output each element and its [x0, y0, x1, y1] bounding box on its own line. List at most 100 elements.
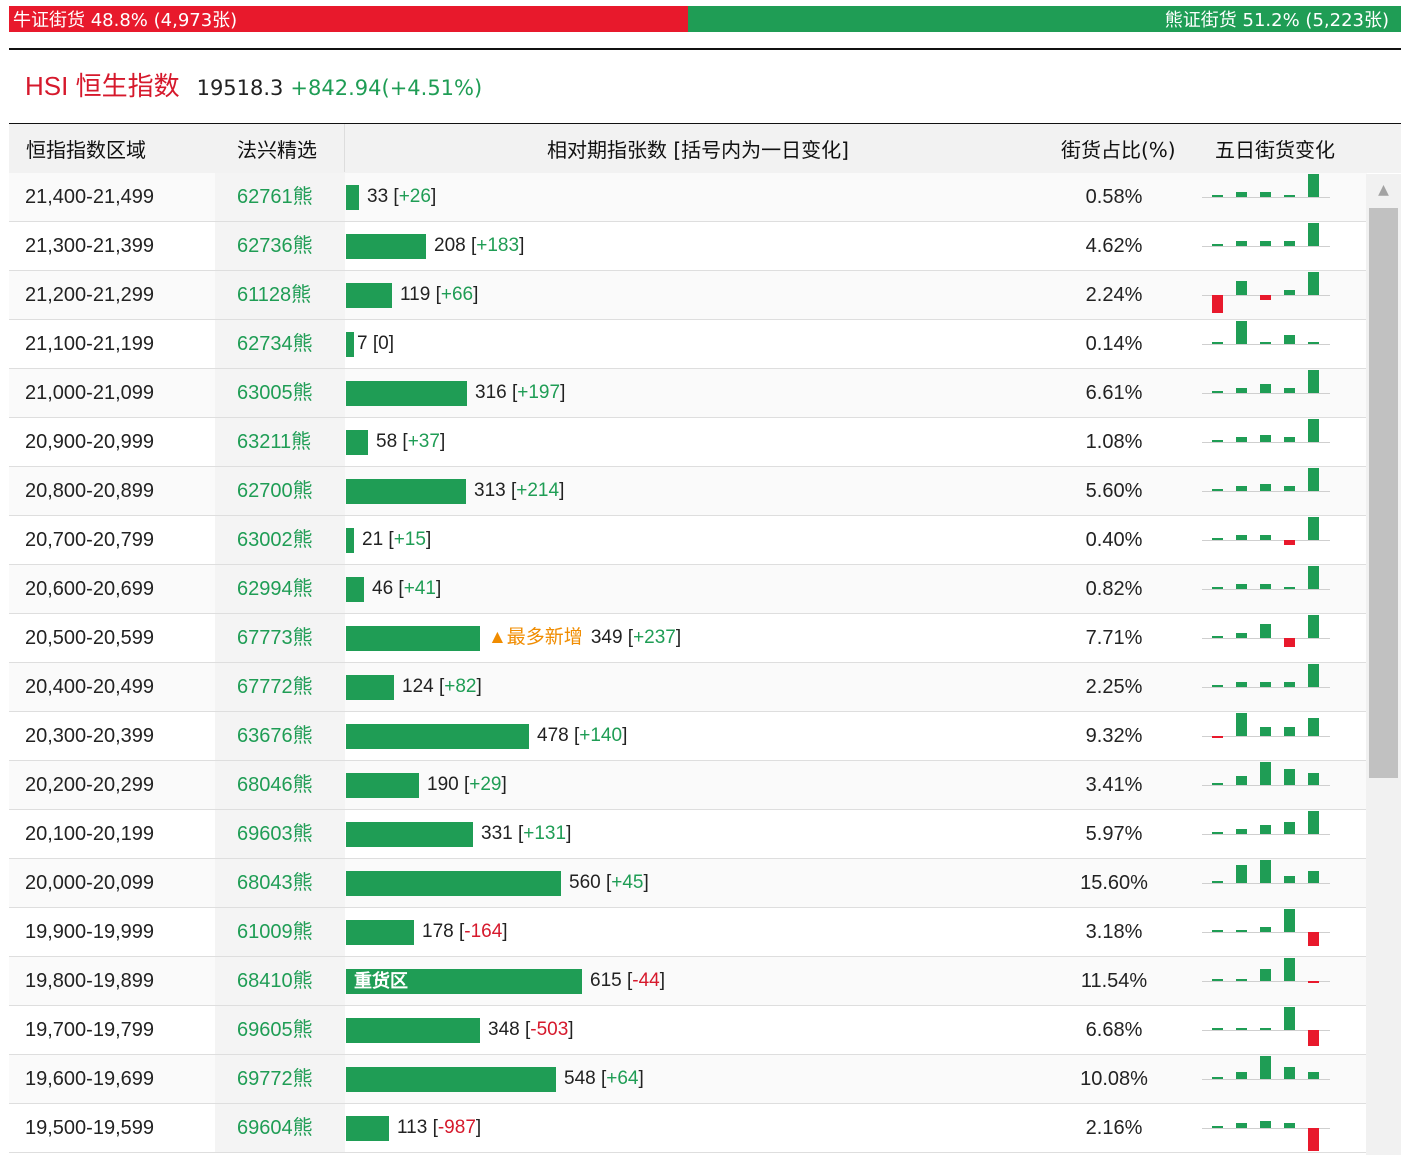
five-day-bar [1260, 484, 1271, 491]
pick-link[interactable]: 68046熊 [237, 774, 313, 796]
pick-link[interactable]: 69603熊 [237, 823, 313, 845]
pick-cell[interactable]: 69772熊 [215, 1055, 345, 1103]
pick-cell[interactable]: 62700熊 [215, 467, 345, 515]
index-name: HSI 恒生指数 [25, 71, 180, 101]
pick-link[interactable]: 68410熊 [237, 970, 313, 992]
pick-cell[interactable]: 69605熊 [215, 1006, 345, 1054]
five-day-bar [1284, 241, 1295, 246]
pick-cell[interactable]: 68043熊 [215, 859, 345, 907]
five-day-bar [1308, 566, 1319, 589]
quantity-bar [346, 920, 414, 945]
pick-link[interactable]: 63005熊 [237, 382, 313, 404]
share-pct: 10.08% [1080, 1068, 1148, 1090]
pick-cell[interactable]: 62994熊 [215, 565, 345, 613]
range-cell: 19,800-19,899 [25, 970, 155, 992]
pick-cell[interactable]: 63005熊 [215, 369, 345, 417]
pick-link[interactable]: 62761熊 [237, 186, 313, 208]
quantity-bar [346, 234, 426, 259]
pick-cell[interactable]: 62761熊 [215, 173, 345, 221]
pick-cell[interactable]: 67773熊 [215, 614, 345, 662]
pick-link[interactable]: 62734熊 [237, 333, 313, 355]
daily-change: -164 [464, 921, 503, 942]
range-cell: 20,800-20,899 [25, 480, 155, 502]
five-day-chart [1202, 516, 1330, 564]
bear-ratio-segment: 熊证街货 51.2% (5,223张) [688, 6, 1401, 32]
pick-link[interactable]: 67772熊 [237, 676, 313, 698]
pick-link[interactable]: 62736熊 [237, 235, 313, 257]
five-day-chart [1202, 1055, 1330, 1103]
pick-cell[interactable]: 67772熊 [215, 663, 345, 711]
share-pct: 11.54% [1080, 970, 1148, 992]
quantity-bar [346, 332, 354, 357]
five-day-bar [1236, 486, 1247, 491]
pick-link[interactable]: 67773熊 [237, 627, 313, 649]
pick-link[interactable]: 61128熊 [237, 284, 312, 306]
bar-cell: 33 [+26] [346, 173, 1046, 221]
five-day-bar [1212, 489, 1223, 491]
share-pct: 2.24% [1085, 284, 1143, 306]
pick-link[interactable]: 62700熊 [237, 480, 313, 502]
five-day-bar [1212, 1077, 1223, 1079]
bar-cell: 313 [+214] [346, 467, 1046, 515]
bar-value: 548 [564, 1068, 596, 1089]
pick-link[interactable]: 63676熊 [237, 725, 313, 747]
five-day-axis [1202, 393, 1330, 394]
daily-change: +140 [579, 725, 623, 746]
pick-cell[interactable]: 69604熊 [215, 1104, 345, 1152]
pick-link[interactable]: 63211熊 [237, 431, 312, 453]
scrollbar-thumb[interactable] [1369, 208, 1398, 778]
pick-cell[interactable]: 69603熊 [215, 810, 345, 858]
five-day-bar [1260, 295, 1271, 300]
five-day-chart [1202, 614, 1330, 662]
bar-cell: 113 [-987] [346, 1104, 1046, 1152]
range-cell: 20,900-20,999 [25, 431, 155, 453]
pick-cell[interactable]: 62736熊 [215, 222, 345, 270]
five-day-bar [1284, 727, 1295, 736]
share-pct: 6.68% [1085, 1019, 1143, 1041]
five-day-chart [1202, 467, 1330, 515]
bar-cell: 316 [+197] [346, 369, 1046, 417]
pick-cell[interactable]: 61128熊 [215, 271, 345, 319]
pick-link[interactable]: 69772熊 [237, 1068, 313, 1090]
quantity-bar [346, 871, 561, 896]
daily-change: +237 [633, 627, 676, 648]
five-day-bar [1236, 241, 1247, 246]
five-day-bar [1308, 342, 1319, 344]
pick-link[interactable]: 68043熊 [237, 872, 313, 894]
table-row: 20,300-20,399 63676熊 478 [+140] 9.32% [9, 712, 1367, 761]
header-bars: 相对期指张数 [括号内为一日变化] [547, 137, 849, 162]
share-pct: 7.71% [1085, 627, 1143, 649]
pick-cell[interactable]: 63676熊 [215, 712, 345, 760]
pick-cell[interactable]: 68410熊 [215, 957, 345, 1005]
five-day-bar [1236, 865, 1247, 883]
five-day-bar [1260, 241, 1271, 246]
five-day-axis [1202, 834, 1330, 835]
pick-link[interactable]: 61009熊 [237, 921, 313, 943]
quantity-bar [346, 724, 529, 749]
bar-value-label: 208 [+183] [434, 235, 525, 256]
pick-link[interactable]: 69605熊 [237, 1019, 313, 1041]
five-day-bar [1308, 174, 1319, 197]
share-pct: 15.60% [1080, 872, 1148, 894]
bar-value-label: ▲最多新增 349 [+237] [488, 627, 682, 648]
scrollbar[interactable]: ▲ [1366, 174, 1401, 1155]
five-day-bar [1308, 871, 1319, 883]
triangle-up-icon[interactable]: ▲ [1378, 182, 1389, 198]
pick-cell[interactable]: 62734熊 [215, 320, 345, 368]
heavy-zone-label: 重货区 [354, 971, 408, 992]
pick-cell[interactable]: 63002熊 [215, 516, 345, 564]
bar-value: 46 [372, 578, 394, 599]
five-day-bar [1308, 981, 1319, 983]
five-day-bar [1212, 832, 1223, 834]
pick-link[interactable]: 62994熊 [237, 578, 313, 600]
pick-link[interactable]: 63002熊 [237, 529, 313, 551]
pick-cell[interactable]: 68046熊 [215, 761, 345, 809]
pick-cell[interactable]: 61009熊 [215, 908, 345, 956]
five-day-bar [1212, 538, 1223, 540]
pick-link[interactable]: 69604熊 [237, 1117, 313, 1139]
five-day-bar [1260, 727, 1271, 736]
five-day-chart [1202, 810, 1330, 858]
pick-cell[interactable]: 63211熊 [215, 418, 345, 466]
bar-cell: ▲最多新增 349 [+237] [346, 614, 1046, 662]
five-day-bar [1284, 909, 1295, 932]
